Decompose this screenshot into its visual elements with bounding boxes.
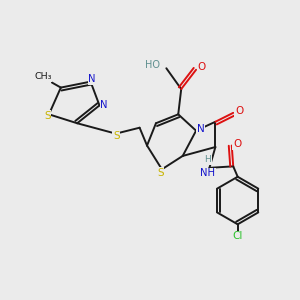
Text: CH₃: CH₃ (34, 72, 52, 81)
Text: S: S (113, 131, 120, 141)
Text: O: O (197, 62, 206, 72)
Text: H: H (205, 155, 211, 164)
Text: NH: NH (200, 168, 215, 178)
Text: O: O (233, 139, 241, 149)
Text: O: O (235, 106, 243, 116)
Text: HO: HO (145, 60, 160, 70)
Text: N: N (100, 100, 108, 110)
Text: S: S (44, 111, 51, 121)
Text: N: N (197, 124, 205, 134)
Text: Cl: Cl (232, 231, 243, 241)
Text: N: N (88, 74, 96, 84)
Text: S: S (157, 168, 164, 178)
